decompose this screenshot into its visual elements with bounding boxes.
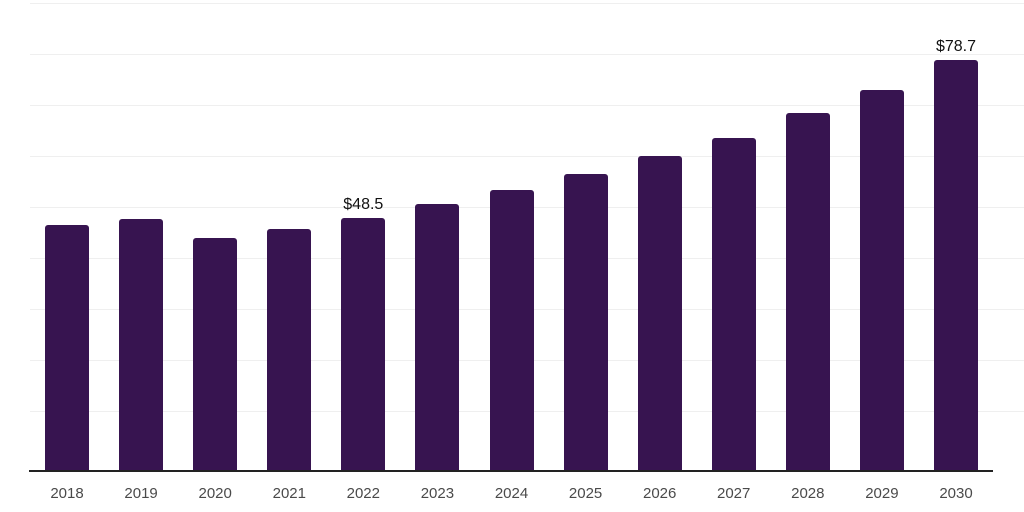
data-label-2030: $78.7 [935,37,977,55]
gridline [30,156,1024,157]
bar-2026 [637,155,682,471]
bar-2027 [711,137,756,471]
x-tick-label-2020: 2020 [198,485,232,502]
x-axis-line [29,470,993,472]
x-tick-label-2023: 2023 [420,485,455,502]
bar-2023 [415,203,460,471]
x-tick-label-2029: 2029 [865,485,899,502]
bar-2020 [193,237,238,471]
bar-2022 [341,217,386,471]
x-tick-label-2030: 2030 [939,485,973,502]
x-tick-label-2028: 2028 [791,485,825,502]
x-tick-label-2024: 2024 [494,485,529,502]
x-tick-label-2027: 2027 [717,485,751,502]
gridline [30,105,1024,106]
bar-2030 [934,59,978,471]
bar-2025 [563,174,608,471]
x-tick-label-2025: 2025 [568,485,603,502]
gridline [30,3,1024,4]
gridline [30,54,1024,55]
x-tick-label-2026: 2026 [643,485,677,502]
bar-2029 [859,89,904,471]
x-tick-label-2021: 2021 [272,485,306,502]
x-tick-label-2019: 2019 [124,485,158,502]
bar-2018 [45,225,89,471]
data-label-2022: $48.5 [343,195,384,213]
bar-2024 [489,190,534,471]
x-tick-label-2018: 2018 [50,485,84,502]
x-tick-label-2022: 2022 [346,485,380,502]
bar-2019 [119,218,164,471]
bar-2028 [785,113,830,471]
bar-2021 [267,229,312,471]
